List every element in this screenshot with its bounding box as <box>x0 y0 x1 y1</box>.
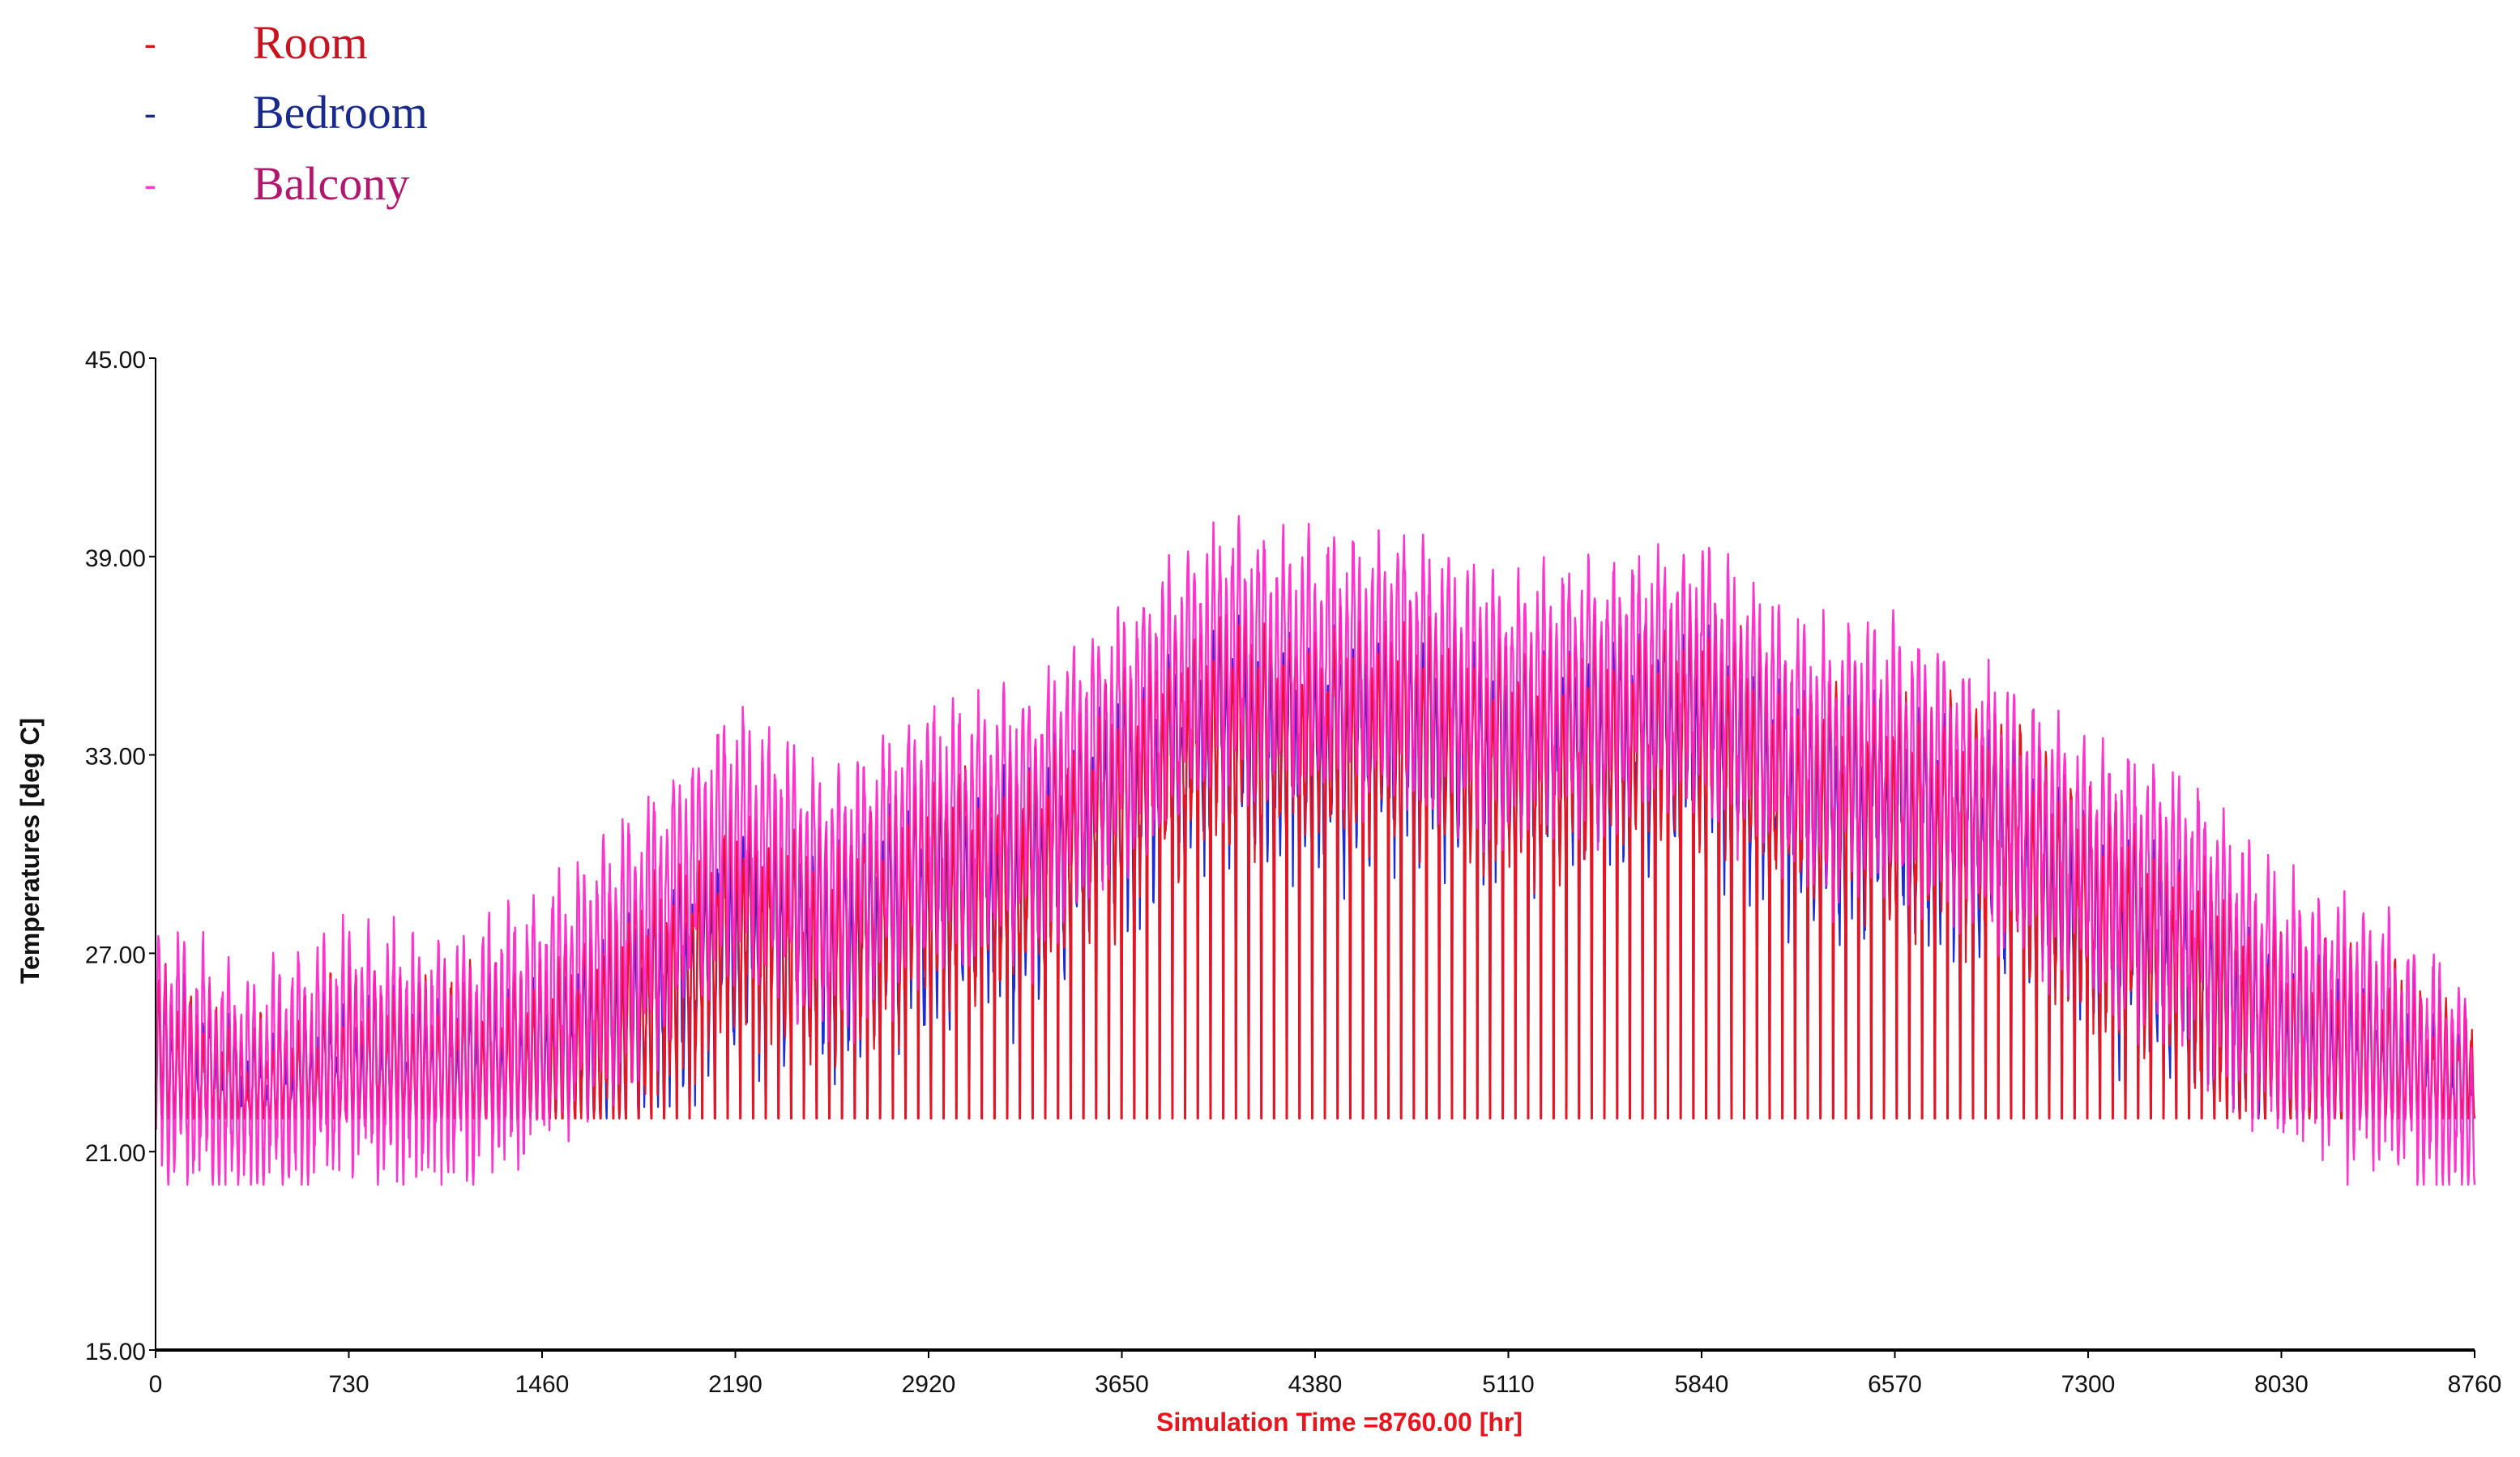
legend: - Room - Bedroom - Balcony <box>144 16 428 210</box>
legend-entry: Balcony <box>253 157 409 210</box>
legend-swatch: - <box>144 93 156 133</box>
x-tick-label: 7300 <box>2061 1371 2116 1398</box>
x-tick-label: 3650 <box>1095 1371 1149 1398</box>
series-layer <box>154 515 2476 1186</box>
x-ticks: 0 730 1460 2190 2920 3650 4380 5110 5840 6570 7300… <box>149 1350 2502 1398</box>
x-axis-title: Simulation Time =8760.00 [hr] <box>1156 1408 1523 1437</box>
legend-entry: Bedroom <box>253 86 428 139</box>
x-tick-label: 5110 <box>1482 1371 1535 1398</box>
legend-swatch: - <box>144 164 156 204</box>
legend-swatch: - <box>144 24 156 63</box>
y-tick-label: 21.00 <box>85 1140 146 1167</box>
x-tick-label: 2920 <box>902 1371 956 1398</box>
x-tick-label: 5840 <box>1675 1371 1729 1398</box>
x-tick-label: 6570 <box>1868 1371 1922 1398</box>
y-ticks: 45.00 39.00 33.00 27.00 21.00 15.00 <box>85 347 156 1365</box>
y-axis-title: Temperatures [deg C] <box>15 718 45 984</box>
x-tick-label: 4380 <box>1288 1371 1343 1398</box>
y-tick-label: 39.00 <box>85 545 146 572</box>
y-tick-label: 27.00 <box>85 942 146 968</box>
y-tick-label: 45.00 <box>85 347 146 374</box>
x-tick-label: 2190 <box>708 1371 762 1398</box>
x-tick-label: 8760 <box>2448 1371 2502 1398</box>
x-tick-label: 730 <box>328 1371 369 1398</box>
legend-entry: Room <box>253 16 368 69</box>
y-tick-label: 15.00 <box>85 1339 146 1365</box>
x-tick-label: 8030 <box>2254 1371 2309 1398</box>
x-tick-label: 0 <box>149 1371 163 1398</box>
series-line-balcony <box>154 515 2476 1186</box>
x-tick-label: 1460 <box>515 1371 570 1398</box>
y-tick-label: 33.00 <box>85 744 146 771</box>
